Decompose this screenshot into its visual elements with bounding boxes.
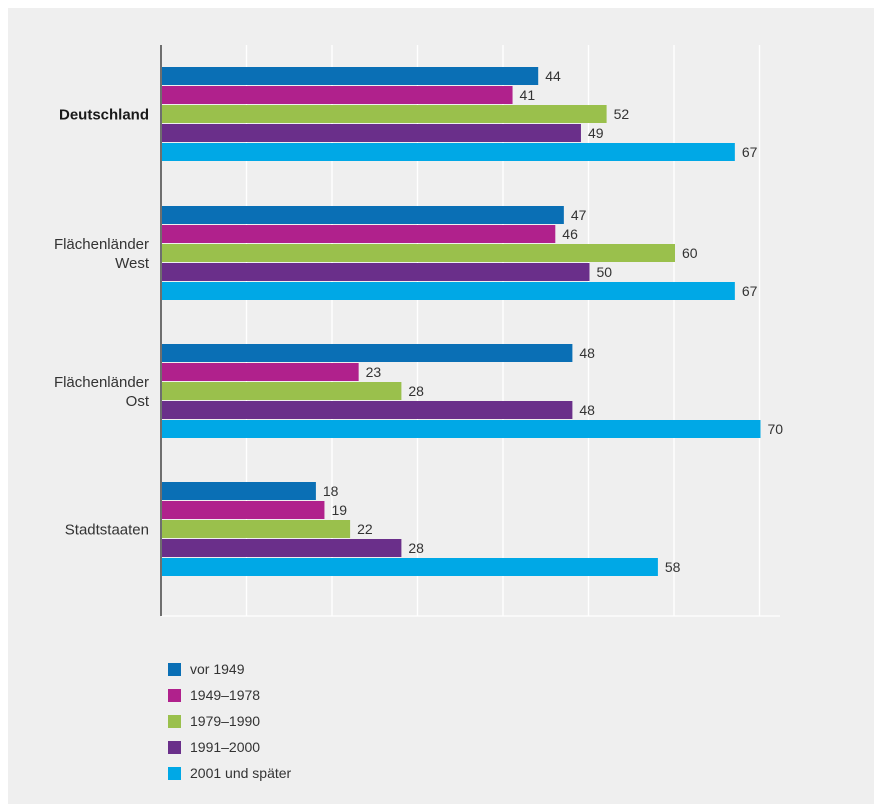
bar-value-label: 67 (742, 283, 758, 299)
bar (162, 206, 564, 224)
legend-swatch (168, 714, 181, 728)
bar (162, 401, 573, 419)
category-label: West (115, 255, 150, 272)
chart: 44 47 48 18 41 46 23 19 52 60 28 22 49 50 48 28 67 67 70 58… (54, 45, 784, 617)
legend-label: 1979–1990 (190, 713, 261, 729)
bar-value-label: 47 (571, 207, 587, 223)
category-label: Ost (126, 393, 150, 410)
chart-panel: 44 47 48 18 41 46 23 19 52 60 28 22 49 50 48 28 67 67 70 58… (8, 8, 874, 804)
legend-item: 2001 und später (168, 760, 291, 786)
bar (162, 382, 402, 400)
bar (162, 124, 581, 142)
legend-item: 1991–2000 (168, 734, 291, 760)
bar (162, 105, 607, 123)
bar (162, 67, 539, 85)
bar-value-label: 50 (597, 264, 613, 280)
legend: vor 1949 1949–1978 1979–1990 1991–2000 2001 … (168, 656, 291, 786)
bar-value-label: 49 (588, 125, 604, 141)
bar-value-label: 19 (331, 502, 347, 518)
bar-value-label: 67 (742, 144, 758, 160)
bar-value-label: 60 (682, 245, 698, 261)
category-label: Stadtstaaten (65, 522, 149, 539)
legend-swatch (168, 740, 181, 754)
bar (162, 282, 735, 300)
bar (162, 539, 402, 557)
bar-value-label: 23 (366, 364, 382, 380)
legend-item: 1949–1978 (168, 682, 291, 708)
bar-value-label: 28 (408, 540, 424, 556)
bar (162, 420, 761, 438)
bar-value-label: 22 (357, 521, 373, 537)
legend-swatch (168, 688, 181, 702)
category-label: Flächenländer (54, 374, 149, 391)
bar (162, 86, 513, 104)
bar (162, 363, 359, 381)
bar-value-label: 70 (768, 421, 784, 437)
bar-value-label: 58 (665, 559, 681, 575)
bar (162, 501, 325, 519)
legend-label: vor 1949 (190, 661, 245, 677)
bar (162, 344, 573, 362)
category-label: Deutschland (59, 107, 149, 124)
bar-value-label: 52 (614, 106, 630, 122)
bar (162, 482, 316, 500)
bar (162, 520, 351, 538)
legend-item: vor 1949 (168, 656, 291, 682)
bar (162, 225, 556, 243)
bar-value-label: 28 (408, 383, 424, 399)
bar-value-label: 18 (323, 483, 339, 499)
category-label: Flächenländer (54, 236, 149, 253)
bar-value-label: 44 (545, 68, 561, 84)
legend-label: 1949–1978 (190, 687, 261, 703)
bar (162, 263, 590, 281)
bar-value-label: 41 (520, 87, 536, 103)
bar (162, 244, 675, 262)
bar-value-label: 48 (579, 402, 595, 418)
legend-label: 1991–2000 (190, 739, 261, 755)
bar (162, 143, 735, 161)
legend-label: 2001 und später (190, 765, 292, 781)
bar-value-label: 46 (562, 226, 578, 242)
legend-swatch (168, 662, 181, 676)
bar (162, 558, 658, 576)
legend-item: 1979–1990 (168, 708, 291, 734)
legend-swatch (168, 766, 181, 780)
bar-value-label: 48 (579, 345, 595, 361)
